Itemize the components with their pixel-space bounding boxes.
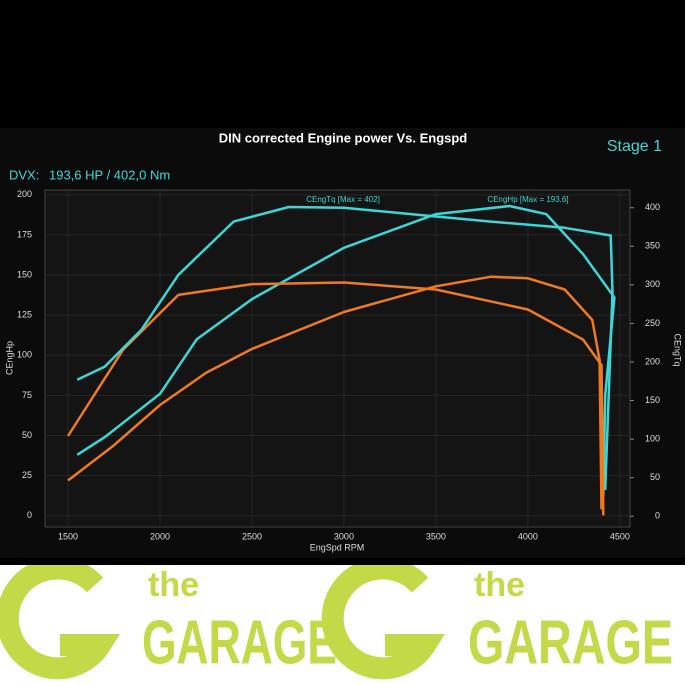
y2-tick-label: 350 [645,241,660,251]
y-tick-label: 0 [27,510,32,520]
series-line [67,275,603,510]
stage-label: Stage 1 [607,138,662,155]
x-tick-label: 2000 [150,531,170,541]
y2-tick-label: 100 [645,433,660,443]
logo-small: the [148,566,199,604]
x-tick-label: 4000 [518,531,538,541]
annotation: CEngHp [Max = 193.6] [487,195,568,204]
banner: the GARAGE the GARAGE [0,565,685,685]
logo-big: GARAGE [468,608,673,677]
y-tick-label: 200 [17,189,32,199]
x-axis-label: EngSpd RPM [310,542,365,552]
y-tick-label: 125 [17,310,32,320]
chart-title: DIN corrected Engine power Vs. Engspd [219,130,468,145]
y2-tick-label: 300 [645,279,660,289]
y-tick-label: 50 [22,430,32,440]
x-tick-label: 3500 [426,531,446,541]
y2-tick-label: 50 [650,472,660,482]
plot-area [44,189,631,528]
series-line [76,204,616,497]
chart: DIN corrected Engine power Vs. Engspd St… [0,128,685,558]
y2-tick-label: 200 [645,356,660,366]
logo-icon [0,565,446,680]
y-tick-label: 150 [17,269,32,279]
y-tick-label: 175 [17,229,32,239]
series-line [66,281,605,516]
y2-tick-label: 150 [645,395,660,405]
summary: 193,6 HP / 402,0 Nm [49,167,170,182]
y2-axis-label: CEngTq [673,333,683,366]
x-tick-label: 4500 [610,531,630,541]
y2-tick-label: 0 [655,511,660,521]
y-tick-label: 100 [17,350,32,360]
y-tick-label: 25 [22,470,32,480]
logo-big: GARAGE [142,608,337,677]
y-tick-label: 75 [22,390,32,400]
y2-tick-label: 400 [645,202,660,212]
summary-label: DVX: [9,167,39,182]
x-tick-label: 3000 [334,531,354,541]
x-tick-label: 1500 [58,531,78,541]
y-axis-label: CEngHp [4,341,14,375]
y2-tick-label: 250 [645,318,660,328]
logo-small: the [474,566,525,604]
x-tick-label: 2500 [242,531,262,541]
series-line [76,205,614,491]
annotation: CEngTq [Max = 402] [306,195,380,204]
